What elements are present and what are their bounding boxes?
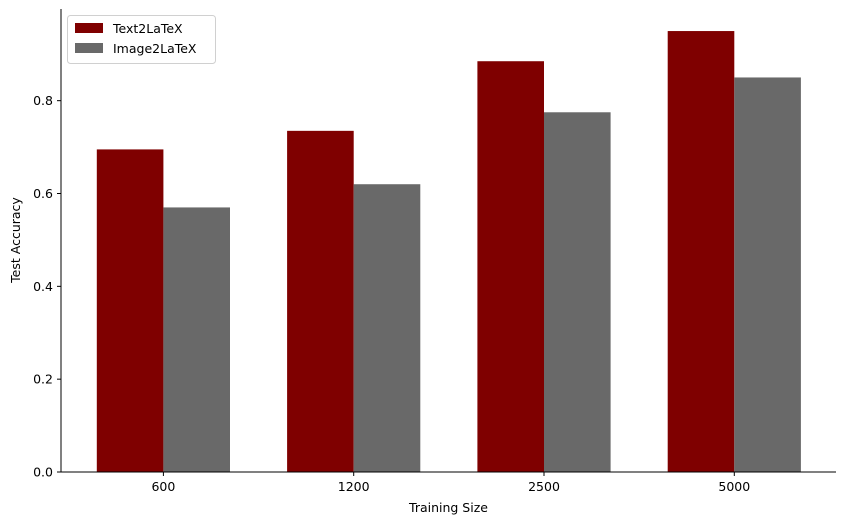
legend: Text2LaTeX Image2LaTeX xyxy=(67,15,216,64)
legend-swatch-image2latex xyxy=(75,43,103,53)
bar-text2latex-1200 xyxy=(287,130,354,472)
y-tick-label: 0.8 xyxy=(33,93,53,108)
x-tick-label: 5000 xyxy=(718,479,750,494)
x-tick-label: 1200 xyxy=(338,479,370,494)
bar-image2latex-5000 xyxy=(734,77,801,473)
x-axis-label: Training Size xyxy=(408,500,488,515)
legend-label-text2latex: Text2LaTeX xyxy=(112,21,183,36)
y-tick-label: 0.2 xyxy=(33,372,53,387)
axes-layer xyxy=(60,9,836,473)
bar-text2latex-5000 xyxy=(667,31,735,473)
bar-image2latex-2500 xyxy=(544,112,611,472)
x-tick-label: 2500 xyxy=(528,479,560,494)
bars-layer xyxy=(96,31,801,473)
legend-label-image2latex: Image2LaTeX xyxy=(113,41,197,56)
bar-text2latex-2500 xyxy=(477,61,544,472)
y-axis-label: Test Accuracy xyxy=(8,197,23,284)
bar-image2latex-1200 xyxy=(353,184,421,472)
y-tick-label: 0.6 xyxy=(33,186,53,201)
bar-text2latex-600 xyxy=(96,149,164,473)
x-ticks: 600 1200 2500 5000 xyxy=(151,472,750,494)
x-tick-label: 600 xyxy=(151,479,175,494)
bar-image2latex-600 xyxy=(163,207,230,472)
y-ticks: 0.0 0.2 0.4 0.6 0.8 xyxy=(33,93,61,480)
legend-frame xyxy=(67,15,216,64)
legend-swatch-text2latex xyxy=(75,23,103,33)
y-tick-label: 0.0 xyxy=(33,465,53,480)
y-tick-label: 0.4 xyxy=(33,279,53,294)
